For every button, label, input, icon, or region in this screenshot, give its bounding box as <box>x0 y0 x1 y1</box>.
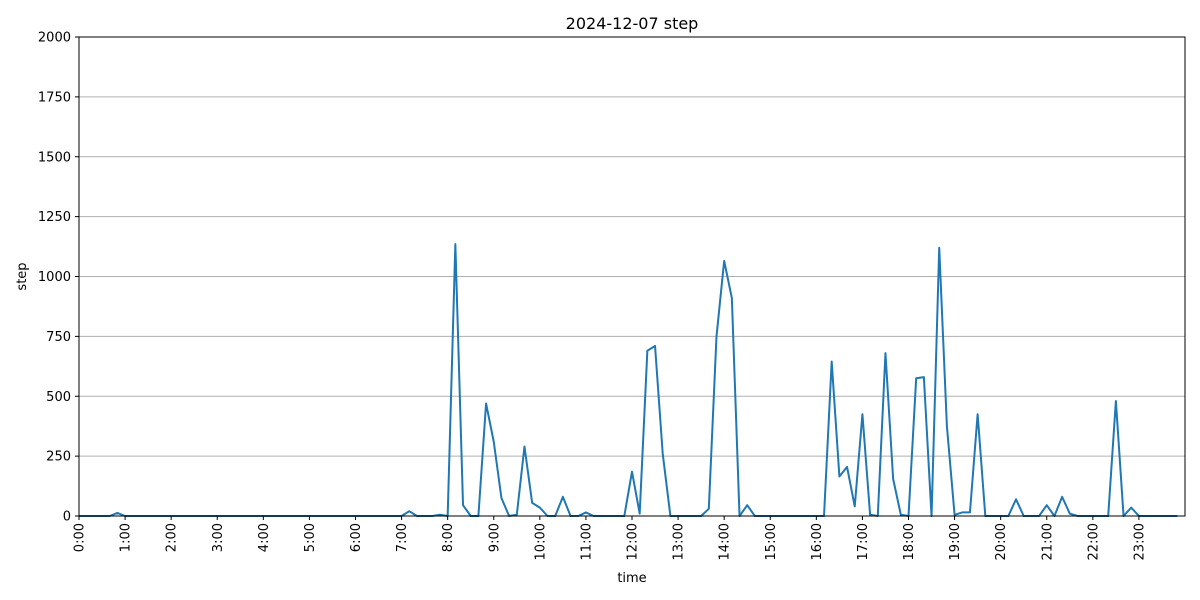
x-tick-label: 20:00 <box>994 523 1009 560</box>
x-axis-ticks: 0:00 1:00 2:00 3:00 4:00 5:00 6:00 7:00 8:00 9:00… <box>73 516 1147 560</box>
x-tick-label: 23:00 <box>1132 523 1147 560</box>
y-axis-ticks: 0 250 500 750 1000 1250 1500 1750 2000 <box>38 31 79 525</box>
x-tick-label: 14:00 <box>718 523 733 560</box>
x-tick-label: 21:00 <box>1040 523 1055 560</box>
x-tick-label: 16:00 <box>810 523 825 560</box>
x-tick-label: 19:00 <box>948 523 963 560</box>
x-tick-label: 22:00 <box>1086 523 1101 560</box>
y-tick-label: 2000 <box>38 31 71 46</box>
x-tick-label: 12:00 <box>626 523 641 560</box>
x-tick-label: 9:00 <box>487 523 502 552</box>
x-tick-label: 3:00 <box>211 523 226 552</box>
x-tick-label: 17:00 <box>856 523 871 560</box>
y-tick-label: 1000 <box>38 270 71 285</box>
x-tick-label: 11:00 <box>579 523 594 560</box>
y-tick-label: 500 <box>46 390 71 405</box>
x-tick-label: 10:00 <box>533 523 548 560</box>
x-tick-label: 18:00 <box>902 523 917 560</box>
y-axis-label: step <box>15 262 30 290</box>
x-tick-label: 15:00 <box>764 523 779 560</box>
x-tick-label: 1:00 <box>119 523 134 552</box>
grid-lines <box>79 96 1185 457</box>
x-tick-label: 2:00 <box>165 523 180 552</box>
x-tick-label: 13:00 <box>672 523 687 560</box>
x-tick-label: 4:00 <box>257 523 272 552</box>
y-tick-label: 1250 <box>38 210 71 225</box>
y-tick-label: 1500 <box>38 150 71 165</box>
x-tick-label: 5:00 <box>303 523 318 552</box>
x-tick-label: 7:00 <box>395 523 410 552</box>
y-tick-label: 1750 <box>38 90 71 105</box>
x-axis-label: time <box>617 571 646 586</box>
y-tick-label: 750 <box>46 330 71 345</box>
x-tick-label: 8:00 <box>441 523 456 552</box>
x-tick-label: 0:00 <box>73 523 88 552</box>
chart-title: 2024-12-07 step <box>566 14 699 33</box>
y-tick-label: 250 <box>46 450 71 465</box>
y-tick-label: 0 <box>63 510 71 525</box>
x-tick-label: 6:00 <box>349 523 364 552</box>
